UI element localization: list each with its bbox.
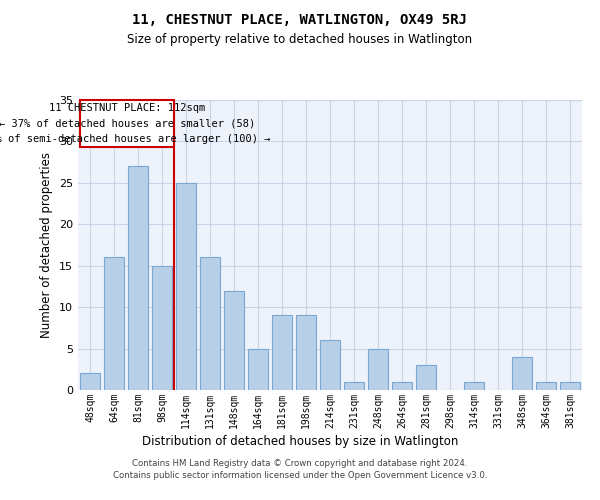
Text: Contains HM Land Registry data © Crown copyright and database right 2024.
Contai: Contains HM Land Registry data © Crown c… <box>113 458 487 480</box>
FancyBboxPatch shape <box>80 100 174 147</box>
Bar <box>344 382 364 390</box>
Bar <box>152 266 172 390</box>
Bar <box>248 348 268 390</box>
Text: 11, CHESTNUT PLACE, WATLINGTON, OX49 5RJ: 11, CHESTNUT PLACE, WATLINGTON, OX49 5RJ <box>133 12 467 26</box>
Bar <box>224 290 244 390</box>
Y-axis label: Number of detached properties: Number of detached properties <box>40 152 53 338</box>
Bar <box>368 348 388 390</box>
Bar <box>128 166 148 390</box>
Bar <box>560 382 580 390</box>
Bar <box>104 258 124 390</box>
Bar <box>176 183 196 390</box>
Bar <box>320 340 340 390</box>
Text: Size of property relative to detached houses in Watlington: Size of property relative to detached ho… <box>127 32 473 46</box>
Bar <box>536 382 556 390</box>
Bar <box>296 316 316 390</box>
Text: Distribution of detached houses by size in Watlington: Distribution of detached houses by size … <box>142 435 458 448</box>
Bar <box>272 316 292 390</box>
Bar <box>512 357 532 390</box>
Bar <box>392 382 412 390</box>
Bar <box>200 258 220 390</box>
Bar <box>80 374 100 390</box>
Text: 11 CHESTNUT PLACE: 112sqm
← 37% of detached houses are smaller (58)
63% of semi-: 11 CHESTNUT PLACE: 112sqm ← 37% of detac… <box>0 103 271 144</box>
Bar <box>416 365 436 390</box>
Bar <box>464 382 484 390</box>
